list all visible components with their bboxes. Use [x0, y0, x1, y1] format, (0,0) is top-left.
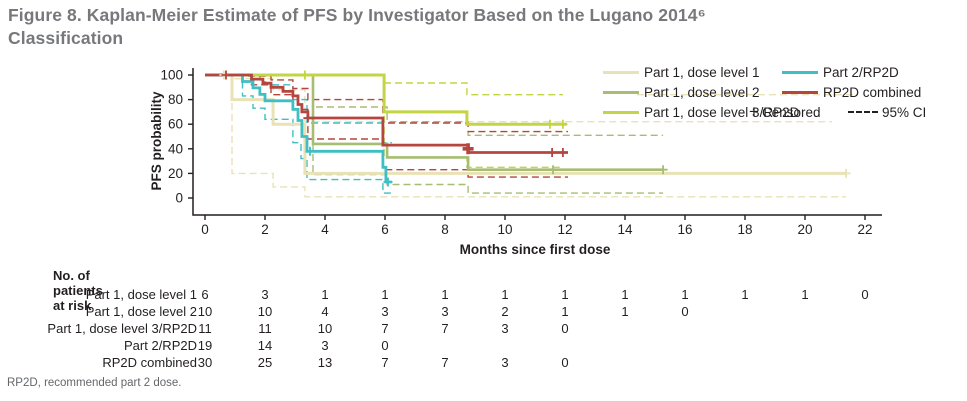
censor-mark-part-2-rp2d [383, 177, 393, 187]
y-tick-label: 0 [175, 191, 183, 206]
risk-value-rp2d-combined-m6: 7 [381, 355, 389, 370]
risk-value-part-1-dose-level-1-m2: 3 [261, 287, 269, 302]
censor-mark-part-1-dose-level-2 [548, 165, 558, 175]
risk-value-part-1-dose-level-3-rp2d-m12: 0 [561, 321, 569, 336]
risk-value-part-2-rp2d-m0: 19 [197, 338, 213, 353]
risk-value-part-1-dose-level-2-m10: 2 [501, 304, 509, 319]
x-tick-label: 6 [381, 222, 389, 237]
y-tick-label: 20 [168, 166, 183, 181]
risk-value-part-1-dose-level-1-m22: 0 [861, 287, 869, 302]
y-tick-label: 80 [168, 92, 183, 107]
figure-title-line1: Figure 8. Kaplan-Meier Estimate of PFS b… [8, 5, 706, 25]
km-curve-rp2d-combined [205, 73, 568, 154]
x-axis-label: Months since first dose [460, 242, 611, 257]
risk-value-part-1-dose-level-2-m12: 1 [561, 304, 569, 319]
risk-value-part-1-dose-level-1-m18: 1 [741, 287, 749, 302]
figure-title: Figure 8. Kaplan-Meier Estimate of PFS b… [8, 4, 953, 50]
x-tick-label: 2 [261, 222, 269, 237]
risk-value-rp2d-combined-m2: 25 [257, 355, 273, 370]
risk-value-part-1-dose-level-1-m12: 1 [561, 287, 569, 302]
km-ci-upper-part-2-rp2d [205, 74, 392, 144]
risk-value-rp2d-combined-m10: 3 [501, 355, 509, 370]
censor-mark-part-1-dose-level-3-rp2d [300, 70, 310, 80]
x-tick-label: 8 [441, 222, 449, 237]
x-tick-label: 22 [857, 222, 872, 237]
risk-value-part-2-rp2d-m2: 14 [257, 338, 273, 353]
risk-value-part-1-dose-level-2-m4: 4 [321, 304, 329, 319]
risk-value-part-1-dose-level-1-m16: 1 [681, 287, 689, 302]
km-curve-part-1-dose-level-3-rp2d [205, 73, 567, 126]
figure-title-line2: Classification [8, 28, 124, 48]
censor-mark-rp2d-combined [303, 113, 313, 123]
risk-row-label-part-1-dose-level-1: Part 1, dose level 1 [85, 287, 197, 302]
x-tick-label: 16 [677, 222, 692, 237]
axes [192, 68, 882, 216]
y-tick-label: 40 [168, 141, 183, 156]
censor-mark-part-1-dose-level-3-rp2d [558, 119, 568, 129]
risk-value-part-1-dose-level-1-m10: 1 [501, 287, 509, 302]
censor-mark-part-1-dose-level-1 [841, 168, 851, 178]
risk-value-part-1-dose-level-1-m0: 6 [201, 287, 209, 302]
risk-table-header: No. of patients at risk [53, 268, 103, 313]
y-axis-label: PFS probability [149, 91, 164, 191]
censor-mark-rp2d-combined [462, 143, 474, 155]
censor-mark-part-1-dose-level-3-rp2d [545, 119, 555, 129]
risk-value-part-1-dose-level-2-m2: 10 [257, 304, 273, 319]
risk-value-part-1-dose-level-2-m14: 1 [621, 304, 629, 319]
risk-value-part-1-dose-level-1-m4: 1 [321, 287, 329, 302]
x-tick-label: 4 [321, 222, 329, 237]
risk-value-rp2d-combined-m0: 30 [197, 355, 213, 370]
x-tick-label: 18 [737, 222, 752, 237]
figure-footnote: RP2D, recommended part 2 dose. [7, 377, 182, 389]
risk-value-part-2-rp2d-m4: 3 [321, 338, 329, 353]
risk-value-rp2d-combined-m8: 7 [441, 355, 449, 370]
risk-row-label-part-1-dose-level-3-rp2d: Part 1, dose level 3/RP2D [47, 321, 197, 336]
risk-value-part-1-dose-level-3-rp2d-m8: 7 [441, 321, 449, 336]
censor-mark-part-2-rp2d [305, 146, 315, 156]
y-tick-label: 60 [168, 117, 183, 132]
km-curve-part-1-dose-level-2 [205, 73, 664, 171]
x-tick-label: 20 [797, 222, 812, 237]
risk-value-part-1-dose-level-2-m6: 3 [381, 304, 389, 319]
censor-mark-part-1-dose-level-2 [658, 165, 668, 175]
x-tick-label: 0 [201, 222, 209, 237]
risk-value-part-1-dose-level-1-m6: 1 [381, 287, 389, 302]
censor-mark-rp2d-combined [221, 70, 231, 80]
risk-row-label-rp2d-combined: RP2D combined [102, 355, 197, 370]
km-ci-lower-part-2-rp2d [205, 74, 392, 194]
risk-value-part-1-dose-level-2-m0: 10 [197, 304, 213, 319]
risk-value-part-1-dose-level-3-rp2d-m6: 7 [381, 321, 389, 336]
km-curve-part-2-rp2d [205, 73, 392, 184]
risk-value-rp2d-combined-m12: 0 [561, 355, 569, 370]
risk-value-part-1-dose-level-1-m8: 1 [441, 287, 449, 302]
x-tick-label: 14 [617, 222, 633, 237]
censor-mark-rp2d-combined [547, 147, 557, 157]
censor-mark-rp2d-combined [558, 147, 568, 157]
risk-value-part-2-rp2d-m6: 0 [381, 338, 389, 353]
y-tick-label: 100 [160, 68, 183, 83]
km-curve-part-1-dose-level-1 [205, 73, 847, 175]
risk-value-part-1-dose-level-1-m14: 1 [621, 287, 629, 302]
km-ci-lower-rp2d-combined [205, 74, 568, 178]
risk-value-part-1-dose-level-3-rp2d-m4: 10 [317, 321, 333, 336]
km-ci-lower-part-1-dose-level-1 [205, 74, 847, 198]
x-tick-label: 10 [497, 222, 512, 237]
risk-row-label-part-1-dose-level-2: Part 1, dose level 2 [85, 304, 197, 319]
risk-value-rp2d-combined-m4: 13 [317, 355, 333, 370]
risk-value-part-1-dose-level-2-m16: 0 [681, 304, 689, 319]
risk-value-part-1-dose-level-3-rp2d-m0: 11 [198, 321, 212, 336]
km-chart: 0 2 4 6 8 10 12 14 16 18 20 22 0 20 40 60 80 100 Months si… [149, 68, 882, 257]
risk-value-part-1-dose-level-3-rp2d-m2: 11 [258, 321, 272, 336]
x-tick-label: 12 [557, 222, 572, 237]
risk-value-part-1-dose-level-2-m8: 3 [441, 304, 449, 319]
risk-value-part-1-dose-level-3-rp2d-m10: 3 [501, 321, 509, 336]
risk-value-part-1-dose-level-1-m20: 1 [801, 287, 809, 302]
risk-row-label-part-2-rp2d: Part 2/RP2D [124, 338, 197, 353]
